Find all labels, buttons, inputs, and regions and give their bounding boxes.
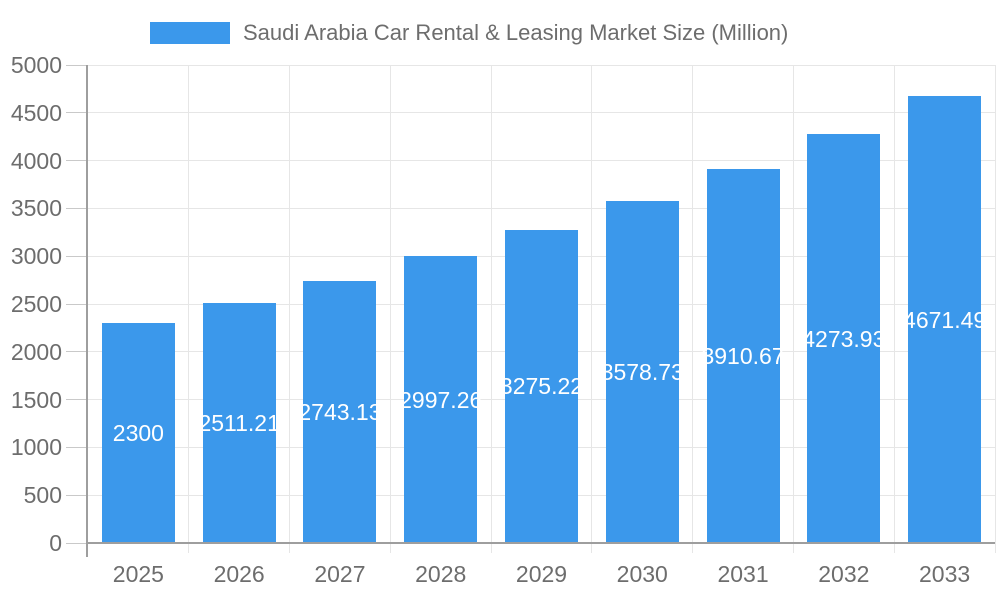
v-gridline: [591, 65, 593, 553]
y-tick-mark: [66, 112, 88, 114]
y-tick-label: 2000: [10, 338, 62, 365]
y-tick-label: 0: [49, 530, 62, 556]
bar-2025[interactable]: [101, 323, 175, 543]
legend-item[interactable]: Saudi Arabia Car Rental & Leasing Market…: [150, 22, 788, 44]
bar-value-label: 2997.26: [399, 386, 483, 413]
h-gridline: [88, 112, 995, 114]
legend-label: Saudi Arabia Car Rental & Leasing Market…: [243, 20, 789, 45]
v-gridline: [893, 65, 895, 553]
v-gridline: [289, 65, 291, 553]
y-tick-mark: [66, 351, 88, 353]
v-gridline: [389, 65, 391, 553]
y-tick-label: 4500: [10, 99, 62, 126]
x-tick-label: 2025: [112, 561, 164, 587]
y-tick-label: 500: [23, 482, 62, 509]
y-tick-label: 1000: [10, 434, 62, 461]
y-tick-label: 3000: [10, 243, 62, 270]
bar-value-label: 2300: [112, 420, 164, 447]
bar-2032[interactable]: [807, 134, 881, 543]
y-tick-mark: [66, 207, 88, 209]
bar-2033[interactable]: [908, 96, 982, 543]
bar-2028[interactable]: [404, 256, 478, 543]
x-tick-label: 2029: [515, 561, 568, 587]
h-gridline: [88, 207, 995, 209]
bar-value-label: 3910.67: [701, 343, 785, 370]
bar-2029[interactable]: [505, 229, 578, 543]
v-gridline: [490, 65, 492, 553]
h-gridline: [88, 160, 995, 162]
y-tick-mark: [66, 160, 88, 162]
x-tick-label: 2032: [818, 561, 870, 587]
x-axis-line: [86, 542, 995, 544]
x-tick-label: 2033: [919, 561, 971, 587]
y-tick-label: 2500: [10, 291, 62, 317]
y-tick-label: 1500: [10, 386, 62, 413]
y-tick-mark: [66, 494, 88, 496]
x-tick-label: 2026: [213, 561, 265, 587]
bar-value-label: 3275.22: [499, 373, 584, 400]
x-tick-label: 2030: [616, 561, 668, 587]
x-tick-label: 2031: [717, 561, 769, 587]
y-tick-label: 5000: [10, 52, 62, 78]
bar-2031[interactable]: [706, 169, 780, 543]
legend-swatch-icon: [150, 22, 230, 44]
v-gridline: [792, 65, 794, 553]
y-tick-mark: [66, 542, 88, 544]
y-tick-label: 4000: [10, 147, 62, 174]
bar-2026[interactable]: [202, 302, 276, 543]
bar-2030[interactable]: [605, 200, 679, 543]
bar-2027[interactable]: [303, 280, 377, 543]
y-tick-mark: [66, 446, 88, 448]
bar-value-label: 4273.93: [802, 325, 886, 352]
y-tick-mark: [66, 303, 88, 305]
y-tick-label: 3500: [10, 195, 62, 222]
x-tick-label: 2027: [314, 561, 366, 587]
bar-value-label: 2743.13: [298, 398, 382, 425]
bar-value-label: 4671.49: [903, 306, 987, 333]
v-gridline: [188, 65, 190, 553]
bar-value-label: 3578.73: [600, 358, 684, 385]
y-tick-mark: [66, 399, 88, 401]
y-tick-mark: [66, 64, 88, 66]
v-gridline: [692, 65, 694, 553]
bar-value-label: 2511.21: [198, 409, 280, 436]
y-axis-line: [86, 65, 88, 557]
y-tick-mark: [66, 255, 88, 257]
v-gridline: [994, 65, 996, 553]
h-gridline: [88, 64, 995, 66]
x-tick-label: 2028: [415, 561, 467, 587]
